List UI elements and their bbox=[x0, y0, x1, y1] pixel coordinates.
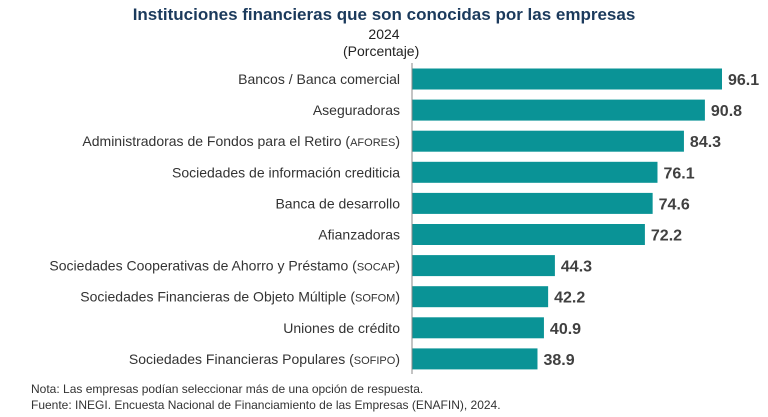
category-label: Bancos / Banca comercial bbox=[238, 71, 400, 87]
data-label: 40.9 bbox=[550, 321, 581, 338]
bar bbox=[412, 255, 555, 277]
data-label: 90.8 bbox=[711, 103, 742, 120]
data-label: 42.2 bbox=[554, 290, 585, 307]
category-label: Aseguradoras bbox=[313, 102, 400, 118]
bar bbox=[412, 68, 722, 90]
bar bbox=[412, 224, 645, 245]
data-label: 72.2 bbox=[651, 228, 682, 245]
category-label: Administradoras de Fondos para el Retiro… bbox=[82, 133, 400, 149]
chart-subtitle: 2024 bbox=[368, 26, 400, 42]
data-label: 74.6 bbox=[659, 196, 690, 213]
category-label: Sociedades de información crediticia bbox=[172, 164, 400, 180]
bar bbox=[412, 161, 658, 183]
source-text: Fuente: INEGI. Encuesta Nacional de Fina… bbox=[31, 398, 501, 412]
category-label: Sociedades Cooperativas de Ahorro y Prés… bbox=[49, 258, 400, 274]
category-label: Banca de desarrollo bbox=[275, 195, 400, 211]
data-label: 76.1 bbox=[663, 165, 694, 182]
bar bbox=[412, 99, 705, 121]
note-text: Nota: Las empresas podían seleccionar má… bbox=[31, 382, 424, 396]
data-label: 84.3 bbox=[690, 134, 721, 151]
category-label: Uniones de crédito bbox=[283, 320, 400, 336]
category-label: Sociedades Financieras de Objeto Múltipl… bbox=[80, 289, 400, 305]
chart-title: Instituciones financieras que son conoci… bbox=[132, 5, 636, 24]
category-label: Sociedades Financieras Populares (SOFIPO… bbox=[129, 351, 400, 367]
data-label: 38.9 bbox=[543, 352, 574, 369]
category-label: Afianzadoras bbox=[318, 227, 400, 243]
unit-label: (Porcentaje) bbox=[343, 43, 420, 59]
data-label: 96.1 bbox=[728, 72, 759, 89]
bar bbox=[412, 317, 544, 339]
data-label: 44.3 bbox=[561, 259, 592, 276]
bar bbox=[412, 130, 684, 152]
bar bbox=[412, 192, 653, 214]
bar bbox=[412, 286, 549, 308]
bar bbox=[412, 348, 538, 370]
